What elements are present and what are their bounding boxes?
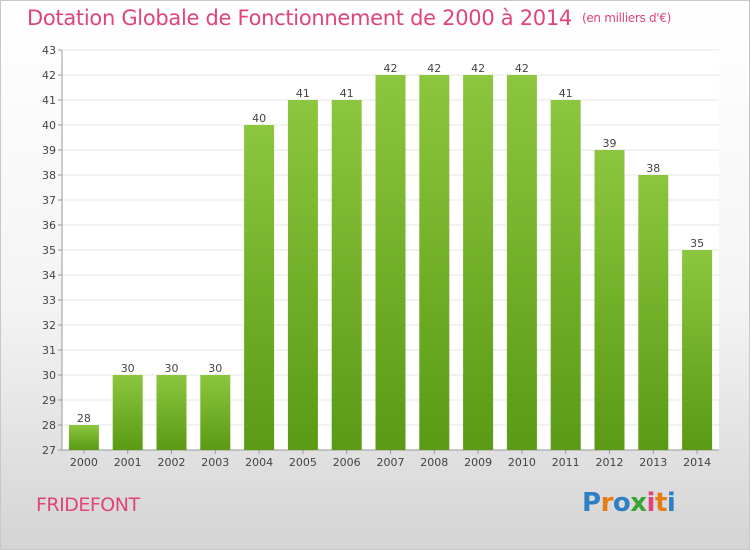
data-label-2002: 30 xyxy=(165,362,179,375)
commune-name: FRIDEFONT xyxy=(36,494,140,516)
x-tick-label-2014: 2014 xyxy=(683,456,711,469)
data-label-2014: 35 xyxy=(690,237,704,250)
x-tick-label-2009: 2009 xyxy=(464,456,492,469)
data-label-2009: 42 xyxy=(471,62,485,75)
data-label-2008: 42 xyxy=(427,62,441,75)
x-tick-label-2004: 2004 xyxy=(245,456,273,469)
data-label-2006: 41 xyxy=(340,87,354,100)
x-tick-label-2012: 2012 xyxy=(596,456,624,469)
y-tick-label: 43 xyxy=(42,44,56,57)
chart-unit: (en milliers d'€) xyxy=(581,11,671,25)
y-tick-label: 42 xyxy=(42,69,56,82)
x-tick-label-2011: 2011 xyxy=(552,456,580,469)
data-label-2010: 42 xyxy=(515,62,529,75)
y-tick-label: 29 xyxy=(42,394,56,407)
data-label-2013: 38 xyxy=(646,162,660,175)
bar-2010 xyxy=(506,75,537,450)
y-tick-label: 39 xyxy=(42,144,56,157)
data-label-2000: 28 xyxy=(77,412,91,425)
bar-2008 xyxy=(419,75,450,450)
y-tick-label: 34 xyxy=(42,269,56,282)
bar-2000 xyxy=(68,425,99,450)
plot-area: 27 28 29 30 31 32 33 34 35 36 37 38 39 40 41 42 43 28 2000… xyxy=(42,44,719,469)
proxiti-logo: Proxiti xyxy=(582,488,676,518)
bar-2011 xyxy=(550,100,581,450)
bar-2014 xyxy=(682,250,713,450)
y-tick-label: 28 xyxy=(42,419,56,432)
data-label-2004: 40 xyxy=(252,112,266,125)
x-tick-label-2003: 2003 xyxy=(201,456,229,469)
y-tick-label: 27 xyxy=(42,444,56,457)
bar-2007 xyxy=(375,75,406,450)
y-tick-label: 31 xyxy=(42,344,56,357)
bar-2001 xyxy=(112,375,143,450)
bar-2013 xyxy=(638,175,669,450)
x-tick-label-2007: 2007 xyxy=(377,456,405,469)
y-tick-label: 41 xyxy=(42,94,56,107)
x-tick-label-2000: 2000 xyxy=(70,456,98,469)
y-tick-label: 40 xyxy=(42,119,56,132)
data-label-2007: 42 xyxy=(384,62,398,75)
data-label-2011: 41 xyxy=(559,87,573,100)
bar-2003 xyxy=(200,375,231,450)
bar-2009 xyxy=(463,75,494,450)
x-tick-label-2010: 2010 xyxy=(508,456,536,469)
x-tick-label-2006: 2006 xyxy=(333,456,361,469)
data-label-2005: 41 xyxy=(296,87,310,100)
bar-2002 xyxy=(156,375,187,450)
bar-2006 xyxy=(331,100,362,450)
bar-2012 xyxy=(594,150,625,450)
data-label-2012: 39 xyxy=(603,137,617,150)
y-tick-label: 30 xyxy=(42,369,56,382)
data-label-2003: 30 xyxy=(208,362,222,375)
y-tick-label: 36 xyxy=(42,219,56,232)
bar-2004 xyxy=(244,125,275,450)
y-tick-label: 32 xyxy=(42,319,56,332)
y-tick-label: 33 xyxy=(42,294,56,307)
bar-2005 xyxy=(287,100,318,450)
y-tick-label: 38 xyxy=(42,169,56,182)
y-tick-label: 37 xyxy=(42,194,56,207)
data-label-2001: 30 xyxy=(121,362,135,375)
chart-title: Dotation Globale de Fonctionnement de 20… xyxy=(27,6,671,30)
x-tick-label-2005: 2005 xyxy=(289,456,317,469)
y-tick-label: 35 xyxy=(42,244,56,257)
chart-title-text: Dotation Globale de Fonctionnement de 20… xyxy=(27,6,572,30)
x-tick-label-2013: 2013 xyxy=(639,456,667,469)
x-tick-label-2008: 2008 xyxy=(420,456,448,469)
x-tick-label-2001: 2001 xyxy=(114,456,142,469)
x-tick-label-2002: 2002 xyxy=(158,456,186,469)
